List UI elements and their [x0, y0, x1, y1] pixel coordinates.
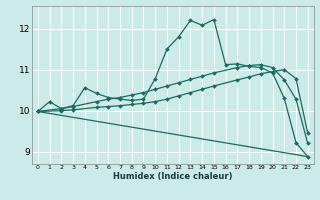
X-axis label: Humidex (Indice chaleur): Humidex (Indice chaleur) [113, 172, 233, 181]
